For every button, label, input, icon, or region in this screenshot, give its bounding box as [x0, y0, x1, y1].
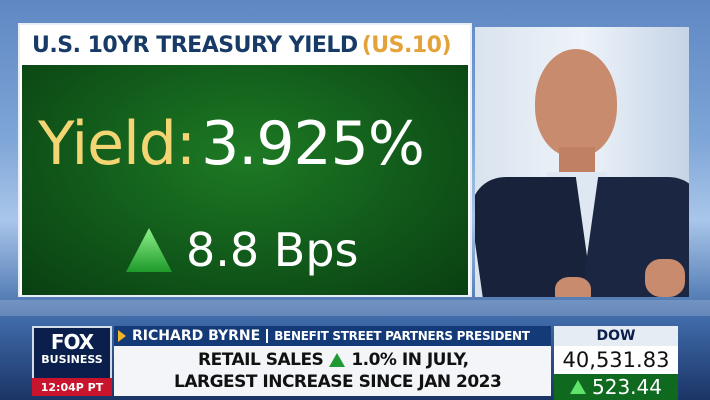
ticker-index-value: 40,531.83 — [554, 346, 678, 374]
guest-name: RICHARD BYRNE — [132, 328, 261, 344]
headline-line-2: LARGEST INCREASE SINCE JAN 2023 — [174, 371, 502, 393]
graphic-header: U.S. 10YR TREASURY YIELD (US.10) — [20, 25, 470, 65]
network-logo: FOX BUSINESS — [32, 326, 112, 384]
headline-line-1: RETAIL SALES 1.0% IN JULY, — [198, 349, 469, 371]
change-row: 8.8 Bps — [124, 220, 359, 280]
market-ticker: DOW 40,531.83 523.44 — [554, 326, 678, 400]
change-value: 8.8 Bps — [186, 223, 359, 277]
headline-line-1-start: RETAIL SALES — [198, 350, 324, 370]
caret-right-icon — [118, 330, 126, 342]
logo-fox-text: FOX — [50, 330, 94, 354]
guest-hand — [555, 277, 591, 297]
ticker-change-row: 523.44 — [554, 374, 678, 400]
headline-box: RETAIL SALES 1.0% IN JULY, LARGEST INCRE… — [114, 346, 551, 396]
name-divider — [266, 329, 269, 343]
background-stripe — [0, 300, 710, 316]
up-arrow-icon — [570, 380, 586, 394]
headline-line-2-text: LARGEST INCREASE SINCE JAN 2023 — [174, 372, 502, 392]
guest-name-bar: RICHARD BYRNE BENEFIT STREET PARTNERS PR… — [114, 326, 551, 346]
yield-row: Yield: 3.925% — [38, 109, 425, 199]
clock-badge: 12:04P PT — [32, 378, 112, 396]
up-arrow-icon — [329, 353, 346, 367]
yield-value: 3.925% — [201, 109, 425, 179]
headline-line-1-end: 1.0% IN JULY, — [351, 350, 469, 370]
guest-title: BENEFIT STREET PARTNERS PRESIDENT — [274, 329, 530, 343]
graphic-title: U.S. 10YR TREASURY YIELD — [32, 32, 358, 58]
ticker-index-name: DOW — [554, 326, 678, 346]
guest-head — [535, 49, 617, 157]
graphic-body: Yield: 3.925% 8.8 Bps — [22, 65, 468, 295]
logo-business-text: BUSINESS — [41, 353, 103, 366]
yield-label: Yield: — [38, 109, 196, 179]
guest-video-window — [475, 27, 689, 297]
guest-hand — [645, 259, 685, 297]
lower-third: FOX BUSINESS 12:04P PT RICHARD BYRNE BEN… — [0, 318, 710, 400]
clock-text: 12:04P PT — [40, 380, 104, 394]
up-arrow-icon — [126, 228, 172, 272]
yield-graphic-panel: U.S. 10YR TREASURY YIELD (US.10) Yield: … — [18, 23, 472, 297]
graphic-ticker-symbol: (US.10) — [361, 32, 452, 58]
ticker-change-value: 523.44 — [592, 375, 662, 399]
